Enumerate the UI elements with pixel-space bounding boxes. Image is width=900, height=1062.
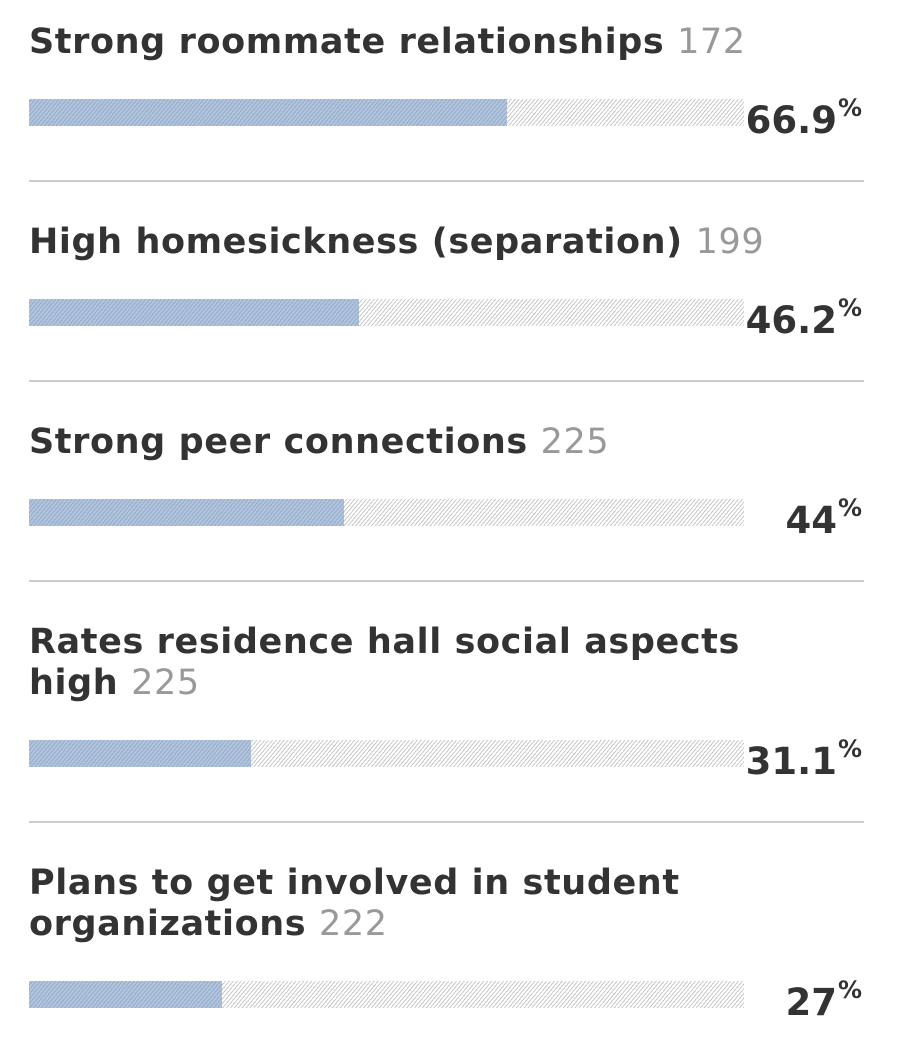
bar-track <box>29 981 744 1008</box>
row-divider <box>29 380 864 382</box>
bar-line: 31.1% <box>29 727 864 783</box>
bar-fill <box>29 99 508 126</box>
percent-sign: % <box>837 94 862 122</box>
bar-line: 66.9% <box>29 86 864 142</box>
category-name: Plans to get involved in student organiz… <box>29 863 680 944</box>
chart: Strong roommate relationships 172 66.9% Hi… <box>29 22 864 1062</box>
bar-fill <box>29 299 360 326</box>
bar-track <box>29 299 744 326</box>
bar-line: 46.2% <box>29 286 864 342</box>
bar-row: Strong roommate relationships 172 66.9% <box>29 22 864 180</box>
bar-fill <box>29 499 344 526</box>
bar-track <box>29 99 744 126</box>
category-label: Strong peer connections 225 <box>29 422 789 463</box>
percent-sign: % <box>837 976 862 1004</box>
percent-number: 46.2 <box>745 299 837 342</box>
row-content: Strong peer connections 225 44% <box>29 382 864 580</box>
percent-value: 31.1% <box>746 727 862 784</box>
bar-row: Strong peer connections 225 44% <box>29 380 864 580</box>
category-label: Rates residence hall social aspects high… <box>29 622 789 704</box>
category-name: High homesickness (separation) <box>29 222 683 262</box>
bar-row: High homesickness (separation) 199 46.2% <box>29 180 864 380</box>
percent-number: 31.1 <box>745 740 837 783</box>
row-divider <box>29 580 864 582</box>
percent-number: 66.9 <box>745 99 837 142</box>
row-content: Plans to get involved in student organiz… <box>29 823 864 1062</box>
row-divider <box>29 180 864 182</box>
bar-fill <box>29 981 223 1008</box>
bar-track <box>29 740 744 767</box>
percent-number: 44 <box>785 499 837 542</box>
bar-row: Rates residence hall social aspects high… <box>29 580 864 821</box>
percent-value: 27% <box>785 968 862 1025</box>
percent-sign: % <box>837 735 862 763</box>
respondent-count: 222 <box>319 904 388 944</box>
category-name: Strong roommate relationships <box>29 22 665 62</box>
row-divider <box>29 821 864 823</box>
bar-line: 44% <box>29 486 864 542</box>
respondent-count: 225 <box>540 422 610 462</box>
category-label: Strong roommate relationships 172 <box>29 22 789 63</box>
percent-sign: % <box>837 294 862 322</box>
row-content: High homesickness (separation) 199 46.2% <box>29 182 864 380</box>
bar-line: 27% <box>29 968 864 1024</box>
row-content: Rates residence hall social aspects high… <box>29 582 864 821</box>
bar-row: Plans to get involved in student organiz… <box>29 821 864 1062</box>
percent-sign: % <box>837 494 862 522</box>
respondent-count: 199 <box>695 222 765 262</box>
category-name: Rates residence hall social aspects high <box>29 622 740 703</box>
percent-value: 44% <box>785 486 862 543</box>
respondent-count: 225 <box>131 663 200 703</box>
category-label: Plans to get involved in student organiz… <box>29 863 789 945</box>
respondent-count: 172 <box>677 22 746 62</box>
category-name: Strong peer connections <box>29 422 528 462</box>
percent-value: 46.2% <box>746 286 862 343</box>
bar-fill <box>29 740 252 767</box>
bar-track <box>29 499 744 526</box>
percent-number: 27 <box>785 981 837 1024</box>
category-label: High homesickness (separation) 199 <box>29 222 789 263</box>
row-content: Strong roommate relationships 172 66.9% <box>29 22 864 180</box>
percent-value: 66.9% <box>746 86 862 143</box>
